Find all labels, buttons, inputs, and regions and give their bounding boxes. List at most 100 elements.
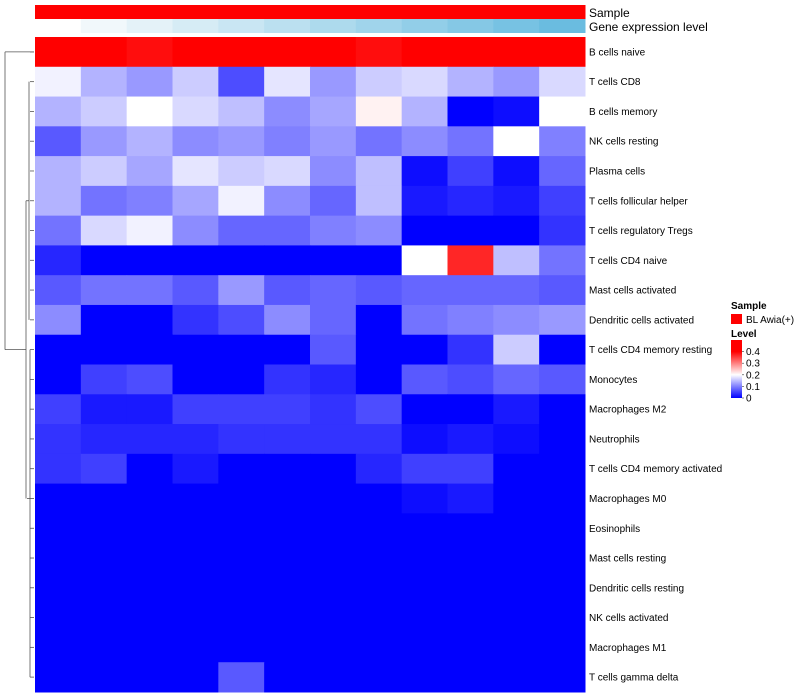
heatmap-cell [355,304,403,336]
heatmap-cell [264,572,311,604]
heatmap-cell [447,334,494,365]
heatmap-cell [264,662,311,693]
heatmap-cell [310,185,357,217]
heatmap-cell [126,572,173,604]
annotation-cell [35,19,82,33]
heatmap-cells [35,37,586,693]
legend-level-ticks: 0.40.30.20.10 [742,347,760,405]
annotation-cell [310,5,357,19]
heatmap-cell [447,215,494,246]
annotation-label: Sample [589,6,630,20]
heatmap-cell [126,185,173,217]
heatmap-cell [310,662,357,693]
row-label: T cells follicular helper [589,196,688,207]
heatmap-cell [126,483,173,514]
heatmap-cell [401,364,448,395]
heatmap-cell [355,66,403,98]
heatmap-cell [218,275,265,306]
heatmap-cell [80,662,128,693]
heatmap-cell [172,632,219,663]
heatmap-cell [539,394,586,425]
heatmap-cell [447,453,494,485]
heatmap-cell [172,66,219,98]
heatmap-cell [80,156,128,187]
heatmap-cell [172,543,219,574]
heatmap-cell [172,513,219,544]
heatmap-cell [447,424,494,455]
annotation-cell [126,5,173,19]
heatmap-cell [310,334,357,365]
heatmap-cell [172,304,219,336]
heatmap-cell [401,66,448,98]
heatmap-cell [35,275,82,306]
heatmap-cell [35,602,82,633]
heatmap-cell [493,572,540,604]
heatmap-cell [264,364,311,395]
heatmap-cell [80,126,128,157]
heatmap-cell [218,543,265,574]
annotation-cell [493,5,540,19]
heatmap-cell [310,483,357,514]
heatmap-cell [80,424,128,455]
heatmap-cell [310,632,357,663]
heatmap-cell [218,96,265,127]
heatmap-cell [80,572,128,604]
row-label: T cells gamma delta [589,673,679,684]
heatmap-cell [80,483,128,514]
heatmap-cell [493,334,540,365]
heatmap-cell [539,156,586,187]
heatmap-cell [310,543,357,574]
heatmap-cell [493,662,540,693]
heatmap-cell [493,483,540,514]
heatmap-cell [35,513,82,544]
heatmap-cell [218,602,265,633]
heatmap-cell [355,215,403,246]
heatmap-cell [447,275,494,306]
heatmap-cell [493,96,540,127]
heatmap-cell [218,215,265,246]
heatmap-cell [355,96,403,127]
heatmap-cell [35,572,82,604]
heatmap-cell [310,156,357,187]
heatmap-cell [539,334,586,365]
heatmap-cell [35,304,82,336]
row-label: B cells memory [589,107,657,118]
heatmap-cell [355,424,403,455]
heatmap-cell [310,96,357,127]
heatmap-cell [126,126,173,157]
heatmap-cell [355,662,403,693]
heatmap-cell [539,424,586,455]
heatmap-cell [401,215,448,246]
heatmap-cell [401,304,448,336]
heatmap-cell [310,37,357,68]
heatmap-cell [80,394,128,425]
heatmap-cell [126,394,173,425]
heatmap-cell [401,394,448,425]
heatmap-cell [355,572,403,604]
heatmap-cell [172,37,219,68]
heatmap-cell [310,424,357,455]
heatmap-cell [80,453,128,485]
heatmap-cell [126,37,173,68]
heatmap-cell [310,215,357,246]
heatmap-cell [218,453,265,485]
heatmap-cell [447,662,494,693]
row-label: Macrophages M0 [589,494,667,505]
heatmap-cell [310,364,357,395]
row-label: Mast cells resting [589,554,666,565]
heatmap-cell [355,156,403,187]
annotation-cell [172,5,219,19]
heatmap-cell [539,662,586,693]
heatmap-cell [355,364,403,395]
heatmap-cell [80,513,128,544]
heatmap-cell [539,215,586,246]
heatmap-cell [264,185,311,217]
heatmap-cell [172,156,219,187]
column-annotation-bars [35,5,586,33]
heatmap-cell [355,453,403,485]
legend-tick-label: 0.2 [746,370,760,381]
heatmap-cell [264,245,311,276]
heatmap-cell [264,37,311,68]
heatmap-cell [35,662,82,693]
